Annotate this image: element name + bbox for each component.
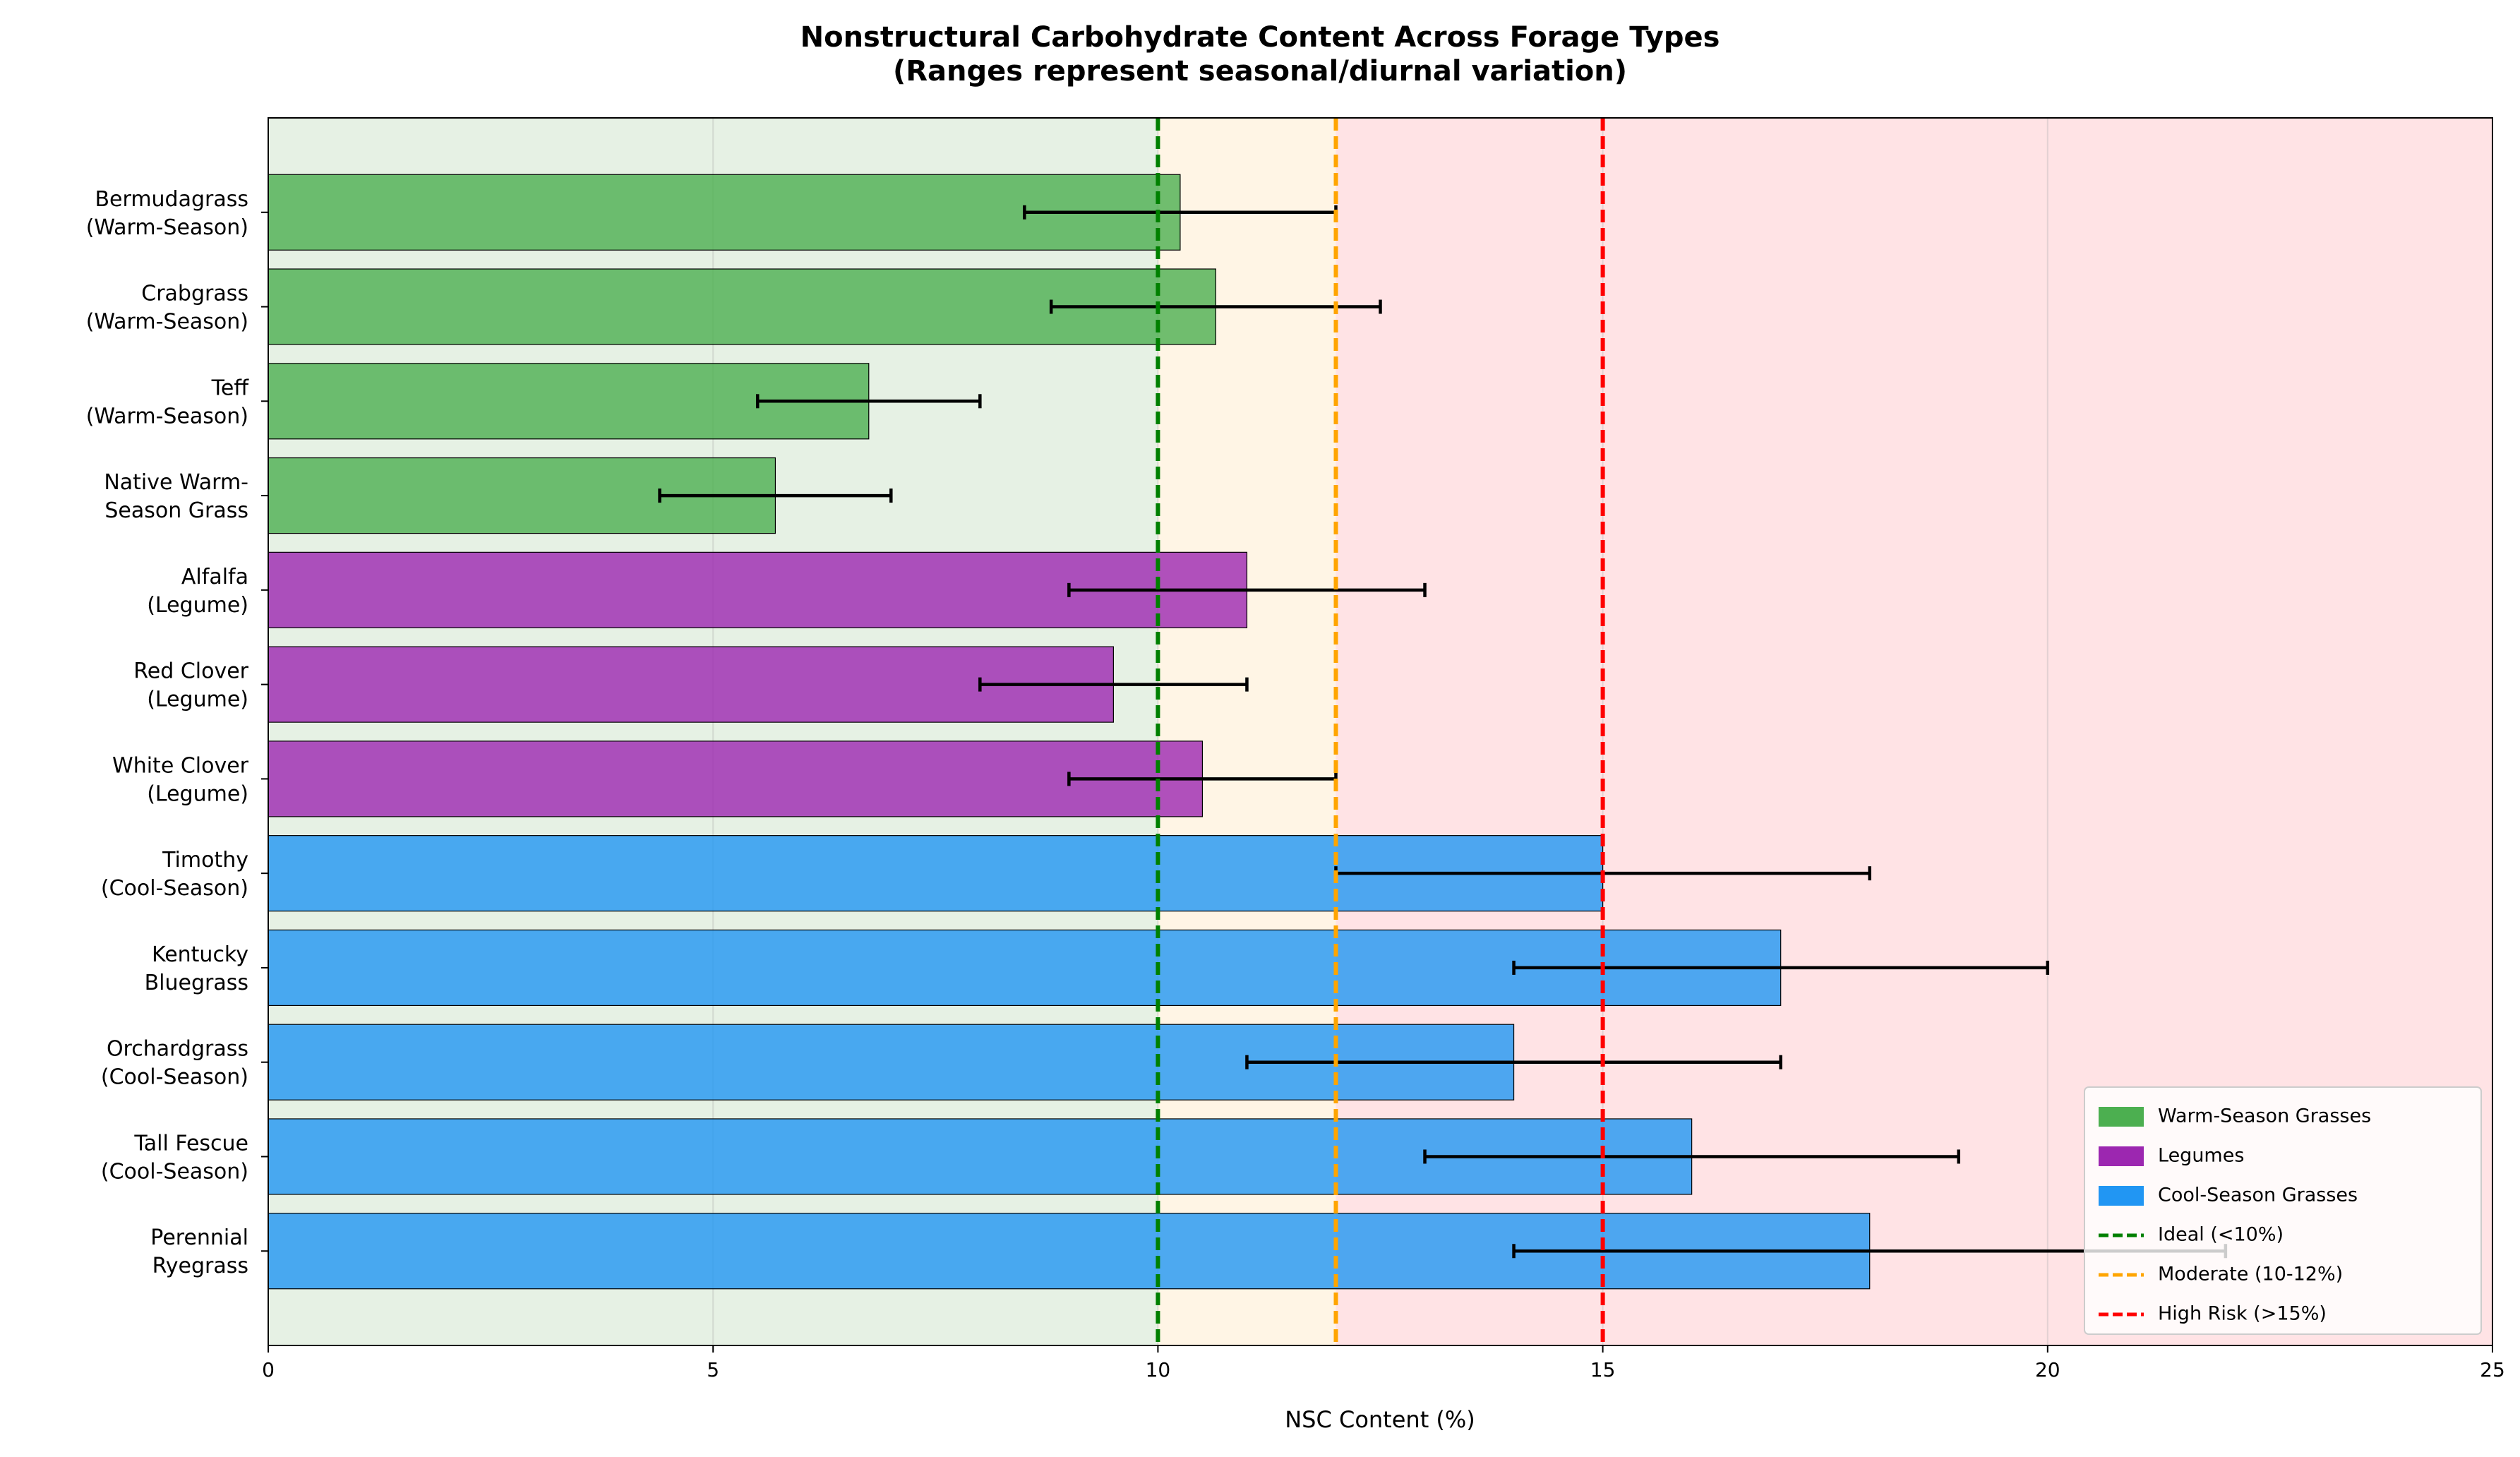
y-tick-label-line: (Warm-Season)	[86, 404, 248, 428]
x-tick-label: 5	[707, 1358, 719, 1381]
x-tick-label: 20	[2035, 1358, 2060, 1381]
y-tick-label: Perennial Ryegrass	[150, 1225, 248, 1278]
y-tick-label-line: Perennial	[150, 1225, 248, 1250]
y-tick-label-line: (Cool-Season)	[101, 1159, 248, 1184]
y-tick-label: Red Clover (Legume)	[133, 659, 248, 712]
legend-box	[2084, 1086, 2482, 1335]
y-tick-label-line: Teff	[211, 376, 250, 400]
y-tick-label-line: (Cool-Season)	[101, 1065, 248, 1089]
y-tick-label-line: (Legume)	[147, 687, 248, 712]
legend-label: Cool-Season Grasses	[2158, 1185, 2358, 1206]
y-tick-label-line: Bluegrass	[145, 970, 248, 995]
error-bar	[658, 488, 893, 503]
y-tick-label-line: Orchardgrass	[107, 1036, 248, 1061]
x-tick-label: 25	[2480, 1358, 2505, 1381]
error-bar	[1423, 1149, 1961, 1164]
y-tick-label-line: (Legume)	[147, 592, 248, 617]
legend-label: Moderate (10-12%)	[2158, 1264, 2343, 1285]
bar	[268, 741, 1204, 817]
y-tick-label: Orchardgrass (Cool-Season)	[101, 1036, 248, 1089]
chart-title: Nonstructural Carbohydrate Content Acros…	[800, 21, 1720, 54]
y-tick-label-line: Red Clover	[133, 659, 248, 683]
y-tick-label: Bermudagrass (Warm-Season)	[86, 186, 248, 239]
y-tick-label: Native Warm- Season Grass	[104, 470, 248, 523]
x-axis-label: NSC Content (%)	[1285, 1406, 1475, 1433]
x-tick-label: 0	[262, 1358, 275, 1381]
legend-label: Legumes	[2158, 1145, 2244, 1167]
error-bar	[1049, 299, 1382, 314]
legend-label: Ideal (<10%)	[2158, 1224, 2284, 1246]
plot-frame	[268, 117, 2493, 1346]
y-tick-label: Timothy (Cool-Season)	[101, 848, 248, 901]
legend-label: High Risk (>15%)	[2158, 1303, 2327, 1325]
y-tick-label-line: Bermudagrass	[95, 186, 248, 211]
legend-swatch	[2099, 1107, 2144, 1127]
y-tick-label-line: Crabgrass	[141, 281, 248, 306]
y-tick-label-line: Season Grass	[104, 498, 248, 523]
y-tick-label-line: Timothy	[162, 848, 248, 873]
bar	[268, 646, 1114, 723]
y-tick-label-line: Kentucky	[152, 942, 248, 966]
y-tick-label: Tall Fescue (Cool-Season)	[101, 1131, 248, 1184]
y-tick-label: Kentucky Bluegrass	[145, 942, 248, 995]
error-bar	[978, 677, 1249, 692]
y-tick-label-line: White Clover	[112, 753, 249, 778]
y-tick-label-line: Ryegrass	[152, 1254, 248, 1278]
error-bar	[755, 394, 982, 409]
y-tick-label: White Clover (Legume)	[112, 753, 249, 806]
x-tick-label: 10	[1146, 1358, 1171, 1381]
x-tick-label: 15	[1590, 1358, 1616, 1381]
chart-subtitle: (Ranges represent seasonal/diurnal varia…	[893, 55, 1627, 88]
y-tick-label: Alfalfa (Legume)	[147, 564, 248, 617]
error-bar	[1067, 582, 1427, 597]
y-tick-label-line: Native Warm-	[104, 470, 248, 495]
y-tick-label-line: (Warm-Season)	[86, 309, 248, 334]
y-tick-label-line: Tall Fescue	[133, 1131, 248, 1156]
y-tick-label: Teff (Warm-Season)	[86, 376, 250, 428]
y-tick-label-line: (Cool-Season)	[101, 876, 248, 901]
y-tick-label: Crabgrass (Warm-Season)	[86, 281, 248, 334]
y-tick-label-line: (Warm-Season)	[86, 215, 248, 239]
y-tick-label-line: Alfalfa	[181, 564, 248, 589]
legend-label: Warm-Season Grasses	[2158, 1105, 2371, 1127]
legend-swatch	[2099, 1146, 2144, 1166]
y-tick-label-line: (Legume)	[147, 781, 248, 806]
legend-swatch	[2099, 1186, 2144, 1206]
